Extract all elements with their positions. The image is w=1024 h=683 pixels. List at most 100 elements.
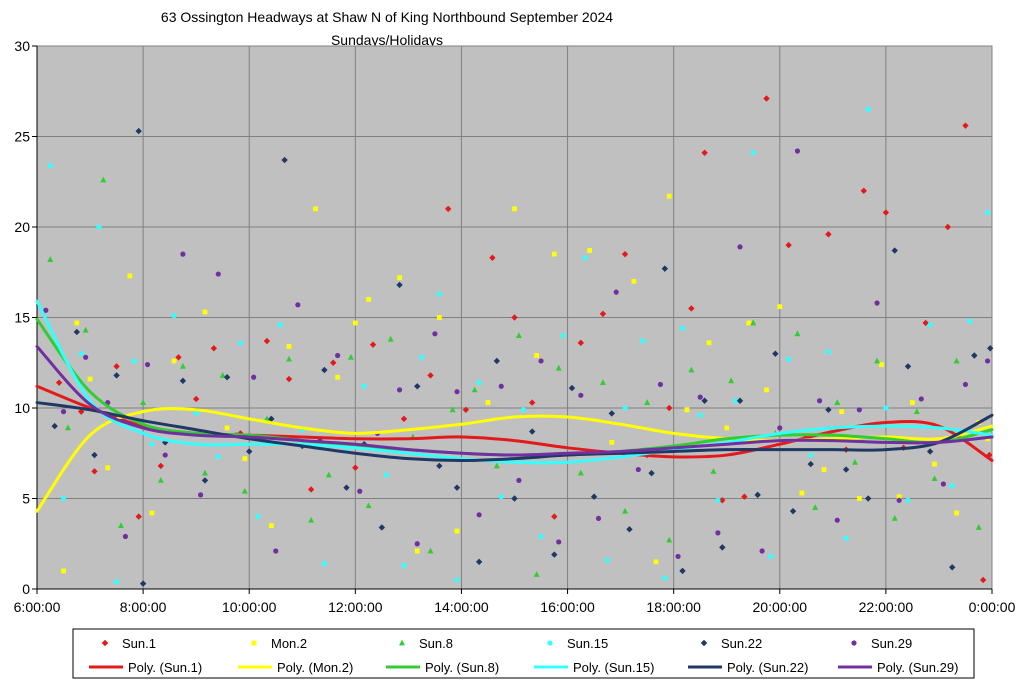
data-point <box>83 354 89 360</box>
legend-label: Mon.2 <box>271 636 307 651</box>
trendline-poly-sun-29 <box>35 344 994 457</box>
data-point <box>979 576 987 584</box>
data-point <box>462 406 470 414</box>
data-point <box>197 492 204 498</box>
data-point <box>74 320 80 326</box>
trendlines <box>35 299 994 513</box>
y-tick-label: 25 <box>14 129 30 145</box>
trendline-poly-sun-15 <box>35 299 994 465</box>
data-point <box>577 339 585 347</box>
data-point <box>96 224 102 230</box>
data-point <box>268 523 274 529</box>
data-point <box>401 562 407 569</box>
data-point <box>436 315 442 320</box>
data-point <box>171 313 177 319</box>
legend-marker <box>251 640 257 646</box>
data-point <box>577 469 584 476</box>
data-point <box>157 462 164 470</box>
data-point <box>105 465 111 471</box>
x-tick-label: 0:00:00 <box>969 599 1016 615</box>
data-point <box>414 548 420 554</box>
data-point <box>520 407 526 413</box>
data-point <box>281 156 288 164</box>
data-point <box>73 328 80 336</box>
data-point <box>157 477 164 483</box>
data-point <box>582 255 588 261</box>
data-point <box>162 452 168 458</box>
data-point <box>759 548 765 554</box>
data-point <box>149 510 155 516</box>
y-tick-label: 15 <box>14 310 30 326</box>
data-point <box>179 362 186 369</box>
data-point <box>43 307 49 313</box>
data-point <box>568 384 576 392</box>
data-point <box>590 493 598 500</box>
data-point <box>61 568 66 574</box>
data-point <box>127 273 133 279</box>
data-point <box>648 469 655 477</box>
data-point <box>834 399 841 405</box>
data-point <box>100 176 107 183</box>
data-point <box>400 415 408 423</box>
data-point <box>772 350 779 357</box>
data-point <box>860 187 867 194</box>
data-point <box>286 355 293 362</box>
data-point <box>528 399 536 406</box>
data-point <box>330 359 337 366</box>
data-point <box>825 406 832 414</box>
data-point <box>661 265 669 272</box>
data-point <box>913 408 920 415</box>
data-point <box>454 528 460 534</box>
data-point <box>82 326 89 333</box>
data-point <box>865 106 871 112</box>
series-sun-29 <box>43 148 991 560</box>
data-point <box>192 395 200 403</box>
data-point <box>984 358 991 364</box>
x-tick-label: 6:00:00 <box>14 599 61 615</box>
data-point <box>679 325 686 331</box>
data-point <box>285 375 293 383</box>
data-point <box>387 335 394 342</box>
data-point <box>485 400 491 405</box>
data-point <box>149 441 155 447</box>
legend-label: Poly. (Sun.1) <box>128 660 202 675</box>
data-point <box>321 366 328 374</box>
data-point <box>352 320 358 326</box>
data-point <box>273 548 279 554</box>
data-point <box>255 514 261 520</box>
data-point <box>555 364 562 371</box>
data-point <box>135 513 142 520</box>
data-point <box>666 193 672 199</box>
data-point <box>87 376 93 382</box>
y-tick-label: 10 <box>14 400 30 416</box>
data-point <box>383 472 389 478</box>
legend <box>72 628 975 679</box>
data-point <box>679 567 686 575</box>
x-tick-label: 12:00:00 <box>328 599 383 615</box>
data-point <box>122 533 129 540</box>
data-point <box>471 386 478 393</box>
data-point <box>587 248 593 253</box>
x-tick-label: 14:00:00 <box>434 599 489 615</box>
data-point <box>454 577 460 583</box>
data-point <box>78 351 84 357</box>
data-point <box>954 510 960 516</box>
data-point <box>551 513 558 520</box>
data-point <box>511 495 518 502</box>
data-point <box>910 400 915 405</box>
legend-label: Poly. (Sun.15) <box>573 660 654 675</box>
data-point <box>224 425 230 431</box>
data-point <box>874 300 880 306</box>
data-point <box>710 467 717 474</box>
data-point <box>91 468 98 475</box>
data-point <box>493 357 501 365</box>
data-point <box>215 271 221 277</box>
legend-marker <box>399 639 405 646</box>
data-point <box>139 580 147 587</box>
data-point <box>754 491 761 499</box>
legend-label: Sun.8 <box>419 636 453 651</box>
data-point <box>131 358 137 364</box>
data-point <box>263 415 270 422</box>
data-point <box>786 356 792 362</box>
